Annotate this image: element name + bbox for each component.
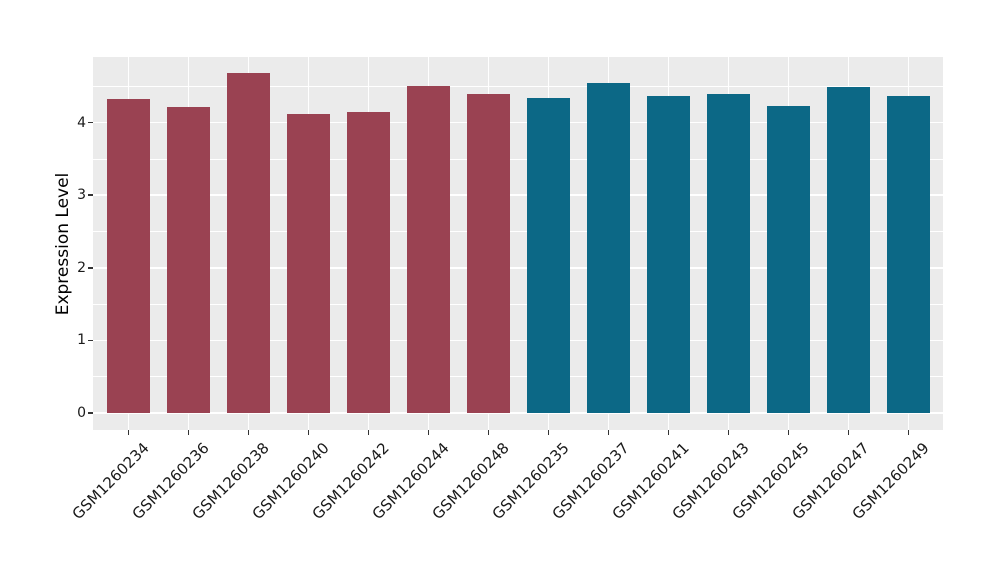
bar: [166, 106, 210, 413]
bar: [466, 94, 510, 413]
gridline-major-h: [93, 267, 943, 269]
y-tick-label: 4: [77, 114, 86, 131]
gridline-minor-h: [93, 376, 943, 378]
bar: [826, 87, 870, 413]
y-tick-label: 3: [77, 187, 86, 204]
bar: [706, 94, 750, 413]
gridline-minor-h: [93, 303, 943, 305]
x-tick-mark: [307, 430, 310, 435]
bar: [406, 85, 450, 413]
gridline-minor-h: [93, 231, 943, 232]
x-tick-mark: [427, 430, 430, 435]
gridline-major-h: [93, 121, 943, 124]
gridline-major-h: [93, 412, 943, 414]
x-tick-mark: [187, 430, 190, 435]
x-tick-mark: [907, 430, 910, 435]
bar: [346, 112, 390, 413]
x-tick-mark: [247, 430, 250, 435]
bar: [106, 98, 150, 413]
bar: [766, 105, 810, 413]
x-tick-mark: [607, 430, 610, 435]
x-tick-mark: [787, 430, 790, 435]
x-tick-mark: [667, 430, 670, 435]
x-tick-mark: [127, 430, 130, 435]
bar: [226, 73, 270, 413]
x-tick-label: GSM1260249: [848, 439, 934, 524]
y-tick-label: 1: [77, 332, 86, 349]
plot-panel: [93, 57, 943, 430]
y-tick-mark: [88, 412, 93, 414]
gridline-major-h: [93, 339, 943, 342]
bar: [526, 97, 570, 413]
x-tick-mark: [727, 430, 730, 435]
bar: [886, 95, 930, 413]
y-tick-mark: [88, 267, 93, 269]
y-tick-label: 0: [77, 405, 86, 421]
x-tick-mark: [847, 430, 850, 435]
gridline-minor-h: [93, 158, 943, 160]
y-tick-mark: [88, 194, 93, 196]
bar: [646, 95, 690, 413]
x-tick-mark: [487, 430, 490, 435]
x-tick-mark: [547, 430, 550, 435]
gridline-major-h: [93, 194, 943, 196]
y-tick-mark: [88, 339, 93, 342]
x-tick-mark: [367, 430, 370, 435]
y-tick-mark: [88, 121, 93, 124]
y-tick-label: 2: [77, 259, 86, 276]
bar: [586, 83, 630, 413]
bar: [286, 113, 330, 413]
gridline-minor-h: [93, 85, 943, 87]
